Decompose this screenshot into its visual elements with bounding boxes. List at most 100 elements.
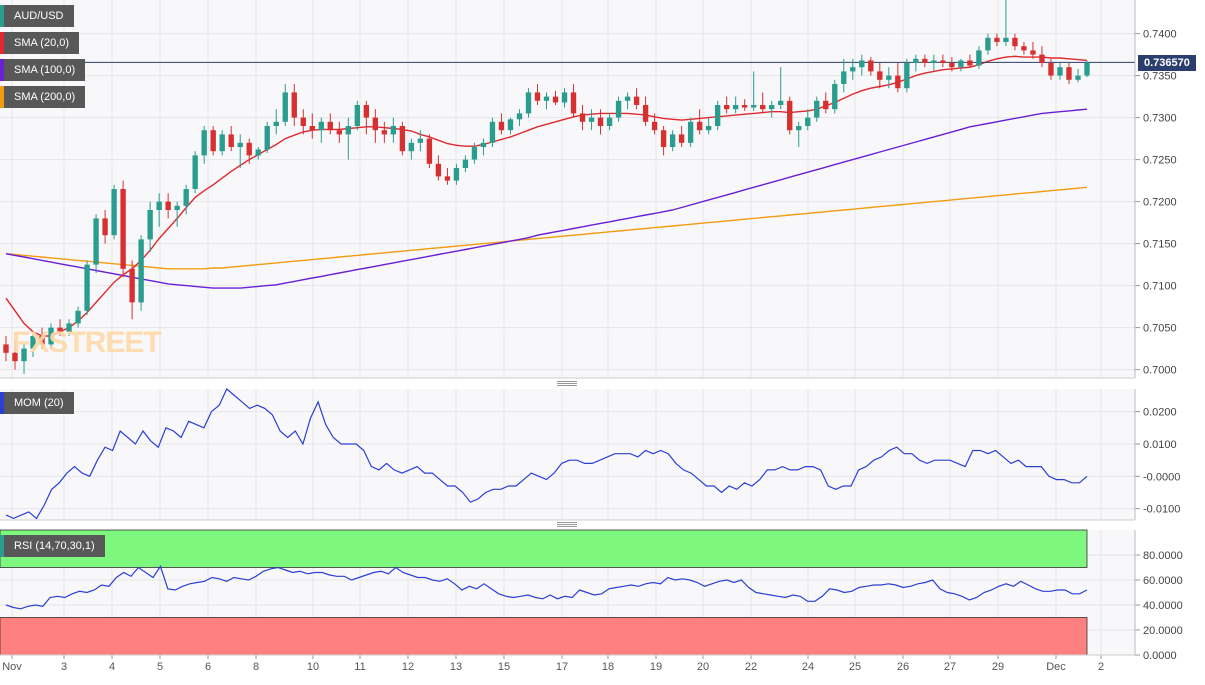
candle-body <box>345 126 351 135</box>
candle-body <box>201 130 207 156</box>
mom-tick-label: 0.0200 <box>1143 407 1177 419</box>
candle-body <box>66 323 72 332</box>
candle-body <box>570 92 577 114</box>
candle-body <box>1048 63 1054 76</box>
x-tick-label: 8 <box>253 661 259 673</box>
sma200-label[interactable]: SMA (200,0) <box>0 86 86 108</box>
candle-body <box>1003 37 1009 42</box>
candle-body <box>291 92 297 118</box>
instrument-label[interactable]: AUD/USD <box>0 5 74 27</box>
rsi-tick-label: 40.0000 <box>1143 600 1183 612</box>
x-tick-label: 4 <box>109 661 115 673</box>
price-tick-label: 0.7200 <box>1143 197 1177 209</box>
x-tick-label: 12 <box>402 661 414 673</box>
candle-body <box>498 121 505 131</box>
candle-body <box>814 100 820 118</box>
x-tick-label: 29 <box>992 661 1004 673</box>
candle-body <box>273 121 279 126</box>
mom-label[interactable]: MOM (20) <box>0 392 74 414</box>
candle-body <box>336 130 342 135</box>
candle-body <box>480 142 487 147</box>
candle-body <box>841 71 847 84</box>
candle-body <box>832 84 838 110</box>
candle-body <box>615 100 622 118</box>
price-tick-label: 0.7100 <box>1143 281 1177 293</box>
mom-tick-label: -0.0000 <box>1143 471 1180 483</box>
momentum-line <box>5 388 1088 520</box>
candle-body <box>1084 62 1090 76</box>
candle-body <box>255 149 261 156</box>
x-tick-label: 17 <box>556 661 568 673</box>
x-tick-label: 20 <box>697 661 709 673</box>
candle-body <box>895 75 901 89</box>
candle-body <box>732 105 739 110</box>
x-tick-label: 27 <box>944 661 956 673</box>
candle-body <box>282 92 288 122</box>
rsi-zones <box>0 529 1088 656</box>
sma100-label[interactable]: SMA (100,0) <box>0 59 86 81</box>
candle-body <box>426 138 433 164</box>
rsi-tick-label: 80.0000 <box>1143 550 1183 562</box>
price-tick-label: 0.7300 <box>1143 113 1177 125</box>
candle-body <box>949 63 955 68</box>
x-tick-label: 11 <box>354 661 365 673</box>
rsi-tick-label: 20.0000 <box>1143 625 1183 637</box>
candle-body <box>354 105 361 126</box>
candle-body <box>390 126 397 135</box>
instrument-color-bar <box>0 5 4 27</box>
pane-resize-handle-1[interactable] <box>557 381 577 386</box>
pane-resize-handle-2[interactable] <box>557 522 577 527</box>
price-pane-bg <box>0 0 1135 378</box>
candle-body <box>309 126 315 131</box>
sma200-color-bar <box>0 86 4 108</box>
candle-body <box>210 130 216 152</box>
x-tick-label: 5 <box>157 661 163 673</box>
candle-body <box>868 60 874 72</box>
candle-body <box>543 96 550 101</box>
x-tick-label: 2 <box>1098 661 1104 673</box>
rsi-tick-label: 0.0000 <box>1143 650 1177 662</box>
price-tick-label: 0.7350 <box>1143 71 1177 83</box>
x-tick-label: 25 <box>849 661 861 673</box>
x-tick-label: 26 <box>897 661 909 673</box>
x-tick-label: 6 <box>205 661 211 673</box>
rsi-label-text: RSI (14,70,30,1) <box>14 540 95 552</box>
candle-body <box>714 105 721 126</box>
candle-body <box>823 100 829 110</box>
rsi-label[interactable]: RSI (14,70,30,1) <box>0 535 105 557</box>
candle-body <box>958 60 964 68</box>
mom-tick-label: -0.0100 <box>1143 504 1180 516</box>
candle-body <box>669 134 676 147</box>
candle-body <box>183 189 189 206</box>
candle-body <box>696 121 703 131</box>
sma200-label-text: SMA (200,0) <box>14 91 76 103</box>
indicator-lines <box>5 388 1088 610</box>
sma20-label[interactable]: SMA (20,0) <box>0 32 80 54</box>
candle-body <box>859 60 865 68</box>
candle-body <box>787 100 793 131</box>
x-tick-label: 18 <box>602 661 614 673</box>
instrument-label-text: AUD/USD <box>14 10 64 22</box>
candle-body <box>57 327 63 332</box>
candle-body <box>760 105 766 110</box>
candle-body <box>3 344 9 353</box>
price-tick-label: 0.7250 <box>1143 155 1177 167</box>
candle-body <box>597 117 604 126</box>
candle-body <box>904 63 910 89</box>
candle-body <box>219 134 225 152</box>
candle-body <box>976 50 982 66</box>
candle-body <box>327 121 333 131</box>
candle-body <box>363 105 370 118</box>
sma100-line <box>5 108 1088 289</box>
candle-body <box>102 218 108 236</box>
candle-body <box>922 58 928 63</box>
candle-body <box>264 126 270 150</box>
candle-body <box>660 130 667 147</box>
x-tick-label: 13 <box>450 661 462 673</box>
rsi-color-bar <box>0 535 4 557</box>
candle-body <box>1075 75 1081 80</box>
candle-body <box>165 201 171 210</box>
candle-body <box>886 75 892 80</box>
